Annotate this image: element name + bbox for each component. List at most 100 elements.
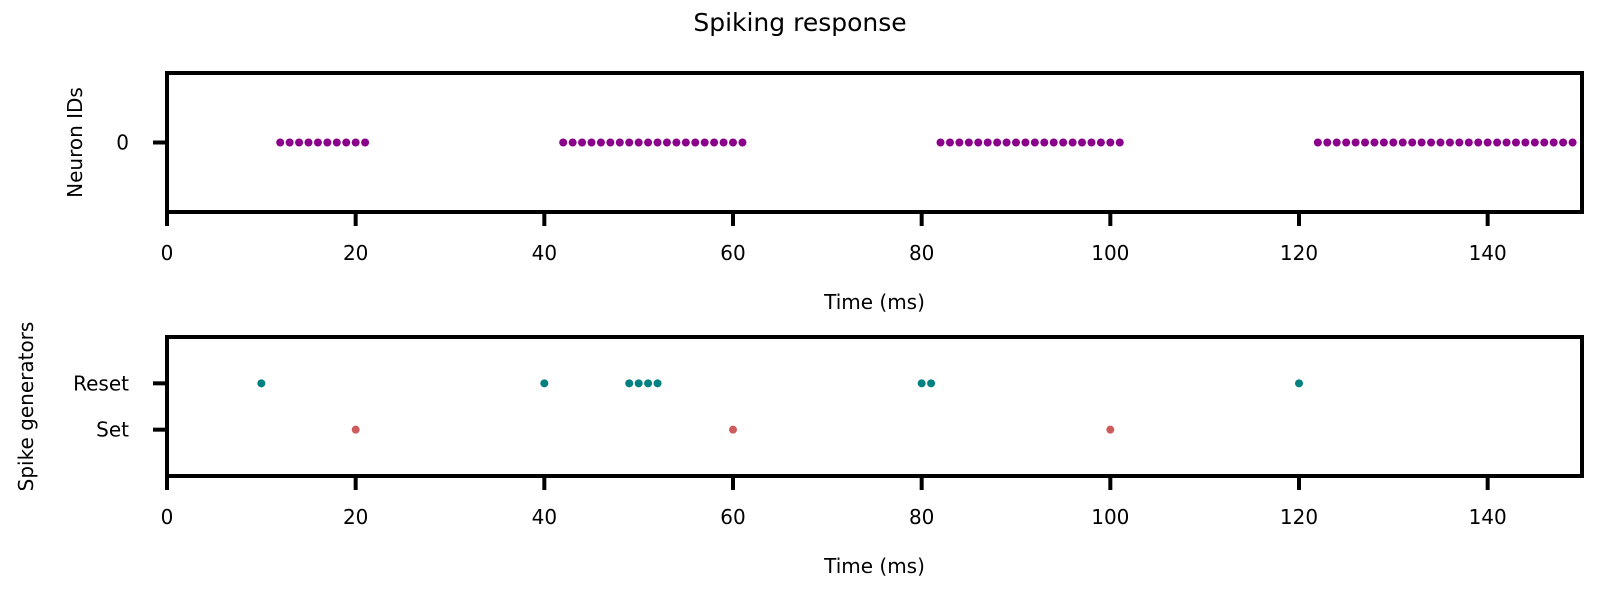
neuron-spike-marks [276, 138, 1577, 147]
neuron-spike-point [1530, 138, 1539, 147]
neuron-spike-point [1049, 138, 1058, 147]
generator-y-tick-label: Reset [73, 371, 129, 395]
neuron-spike-point [625, 138, 634, 147]
neuron-raster-panel: 0 20 40 60 80 100 120 140 0 Time (ms) Neuron ID… [63, 71, 1584, 314]
neuron-x-tick-label: 80 [909, 241, 934, 265]
neuron-y-axis-label: Neuron IDs [63, 87, 87, 198]
generator-x-tick-label: 140 [1469, 505, 1507, 529]
neuron-spike-point [1332, 138, 1341, 147]
generator-x-tick-label: 120 [1280, 505, 1318, 529]
neuron-spike-point [1521, 138, 1530, 147]
generator-spike-marks [257, 379, 1303, 434]
generator-x-axis: 0 20 40 60 80 100 120 140 [161, 476, 1507, 529]
neuron-spike-point [615, 138, 624, 147]
neuron-spike-point [681, 138, 690, 147]
neuron-spike-point [559, 138, 568, 147]
generator-spike-point [1106, 425, 1115, 434]
generator-x-axis-label: Time (ms) [823, 554, 925, 578]
neuron-spike-point [1059, 138, 1068, 147]
neuron-y-axis: 0 [116, 131, 167, 155]
neuron-x-tick-label: 60 [720, 241, 745, 265]
neuron-spike-point [1559, 138, 1568, 147]
neuron-spike-point [1012, 138, 1020, 147]
neuron-spike-point [662, 138, 671, 147]
neuron-spike-point [1474, 138, 1483, 147]
neuron-spike-point [1455, 138, 1464, 147]
generator-x-tick-label: 40 [532, 505, 557, 529]
neuron-spike-point [1115, 138, 1124, 147]
neuron-spike-point [1021, 138, 1030, 147]
neuron-spike-point [1106, 138, 1115, 147]
generator-spike-point [257, 379, 266, 388]
neuron-x-tick-label: 140 [1469, 241, 1507, 265]
neuron-spike-point [1493, 138, 1502, 147]
neuron-spike-point [313, 138, 322, 147]
neuron-spike-point [1540, 138, 1549, 147]
generator-spike-point [1295, 379, 1303, 388]
neuron-spike-point [587, 138, 596, 147]
neuron-spike-point [1511, 138, 1520, 147]
neuron-spike-point [304, 138, 313, 147]
neuron-x-tick-label: 20 [343, 241, 368, 265]
generator-spike-point [653, 379, 662, 388]
neuron-spike-point [606, 138, 615, 147]
neuron-spike-point [1096, 138, 1105, 147]
neuron-spike-point [578, 138, 587, 147]
neuron-spike-point [1068, 138, 1077, 147]
neuron-spike-point [1078, 138, 1087, 147]
generator-raster-panel: 0 20 40 60 80 100 120 140 Set Reset Time (ms) Sp… [14, 322, 1584, 578]
neuron-spike-point [1342, 138, 1351, 147]
neuron-spike-point [974, 138, 983, 147]
neuron-plot-frame [165, 71, 1584, 214]
generator-spike-point [634, 379, 643, 388]
neuron-spike-point [964, 138, 973, 147]
neuron-spike-point [1370, 138, 1379, 147]
neuron-spike-point [1361, 138, 1370, 147]
neuron-spike-point [1464, 138, 1473, 147]
neuron-spike-point [1002, 138, 1011, 147]
generator-spike-point [917, 379, 926, 388]
neuron-x-axis-label: Time (ms) [823, 290, 925, 314]
neuron-spike-point [1389, 138, 1398, 147]
neuron-x-tick-label: 40 [532, 241, 557, 265]
generator-x-tick-label: 20 [343, 505, 368, 529]
neuron-spike-point [1483, 138, 1492, 147]
neuron-spike-point [1398, 138, 1407, 147]
neuron-spike-point [568, 138, 577, 147]
figure-title: Spiking response [693, 8, 906, 37]
generator-plot-frame [165, 335, 1584, 478]
generator-spike-point [927, 379, 936, 388]
neuron-spike-point [596, 138, 605, 147]
neuron-spike-point [1502, 138, 1511, 147]
neuron-spike-point [983, 138, 992, 147]
neuron-spike-point [351, 138, 360, 147]
neuron-spike-point [729, 138, 737, 147]
neuron-spike-point [710, 138, 719, 147]
neuron-spike-point [342, 138, 351, 147]
neuron-x-tick-label: 120 [1280, 241, 1318, 265]
generator-x-tick-label: 100 [1091, 505, 1129, 529]
generator-spike-point [540, 379, 549, 388]
neuron-spike-point [719, 138, 728, 147]
neuron-spike-point [644, 138, 653, 147]
neuron-spike-point [276, 138, 285, 147]
neuron-spike-point [1351, 138, 1360, 147]
generator-spike-point [351, 425, 360, 434]
neuron-spike-point [1427, 138, 1436, 147]
neuron-spike-point [1087, 138, 1096, 147]
neuron-x-axis: 0 20 40 60 80 100 120 140 [161, 212, 1507, 265]
neuron-spike-point [738, 138, 747, 147]
generator-y-axis-label: Spike generators [14, 322, 38, 492]
neuron-spike-point [295, 138, 304, 147]
neuron-spike-point [672, 138, 681, 147]
neuron-spike-point [1313, 138, 1322, 147]
neuron-spike-point [332, 138, 341, 147]
neuron-spike-point [285, 138, 294, 147]
neuron-x-tick-label: 0 [161, 241, 174, 265]
neuron-y-tick-label: 0 [116, 131, 129, 155]
neuron-spike-point [993, 138, 1002, 147]
neuron-spike-point [1040, 138, 1049, 147]
neuron-spike-point [945, 138, 954, 147]
neuron-spike-point [1408, 138, 1417, 147]
